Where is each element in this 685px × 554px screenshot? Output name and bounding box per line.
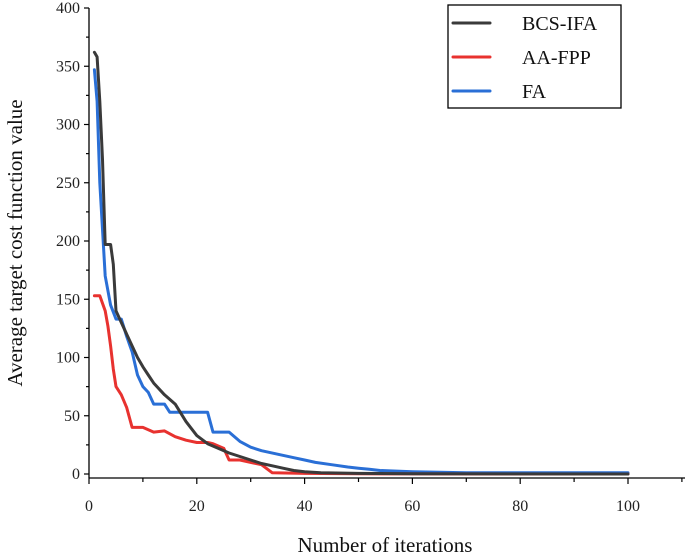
y-tick-label: 200 — [56, 233, 80, 250]
series-line-aa-fpp — [92, 294, 630, 476]
x-axis-title: Number of iterations — [298, 533, 473, 554]
y-tick-label: 250 — [56, 175, 80, 192]
y-tick-label: 300 — [56, 117, 80, 134]
x-tick-label: 20 — [189, 498, 205, 515]
axes — [88, 8, 685, 479]
y-tick-label: 150 — [56, 291, 80, 308]
x-tick-label: 0 — [85, 498, 93, 515]
legend: BCS-IFA AA-FPP FA — [447, 4, 622, 109]
x-tick-label: 100 — [616, 498, 640, 515]
x-ticks: 0 20 40 60 80 100 — [85, 478, 683, 515]
y-tick-label: 400 — [56, 0, 80, 17]
y-tick-label: 100 — [56, 350, 80, 367]
legend-label-fa: FA — [522, 81, 547, 103]
x-tick-label: 60 — [404, 498, 420, 515]
y-tick-label: 50 — [64, 408, 80, 425]
x-tick-label: 40 — [297, 498, 313, 515]
legend-label-aa-fpp: AA-FPP — [522, 47, 591, 69]
y-tick-label: 350 — [56, 58, 80, 75]
plot-lines — [92, 50, 630, 476]
legend-label-bcs-ifa: BCS-IFA — [522, 13, 598, 35]
x-tick-label: 80 — [512, 498, 528, 515]
y-ticks: 0 50 100 150 200 250 300 350 400 — [56, 0, 89, 483]
series-line-fa — [92, 68, 630, 475]
y-axis-title: Average target cost function value — [3, 99, 27, 386]
y-tick-label: 0 — [72, 466, 80, 483]
series-line-bcs-ifa — [92, 50, 630, 476]
